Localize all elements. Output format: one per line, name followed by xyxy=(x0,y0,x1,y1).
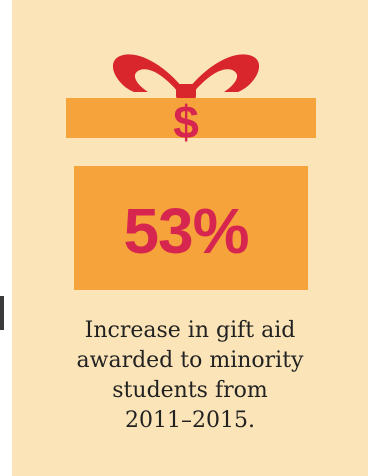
stat-value: 53% xyxy=(123,195,249,267)
gift-lid xyxy=(66,98,316,138)
edge-mark xyxy=(0,296,4,330)
bow-icon xyxy=(112,54,260,100)
caption-line: students from xyxy=(112,378,268,403)
dollar-symbol: $ xyxy=(173,96,199,148)
caption: Increase in gift aid awarded to minority… xyxy=(40,316,340,436)
caption-line: Increase in gift aid xyxy=(84,318,296,343)
gift-body xyxy=(74,166,308,290)
caption-line: awarded to minority xyxy=(76,348,304,373)
caption-line: 2011–2015. xyxy=(125,408,255,433)
